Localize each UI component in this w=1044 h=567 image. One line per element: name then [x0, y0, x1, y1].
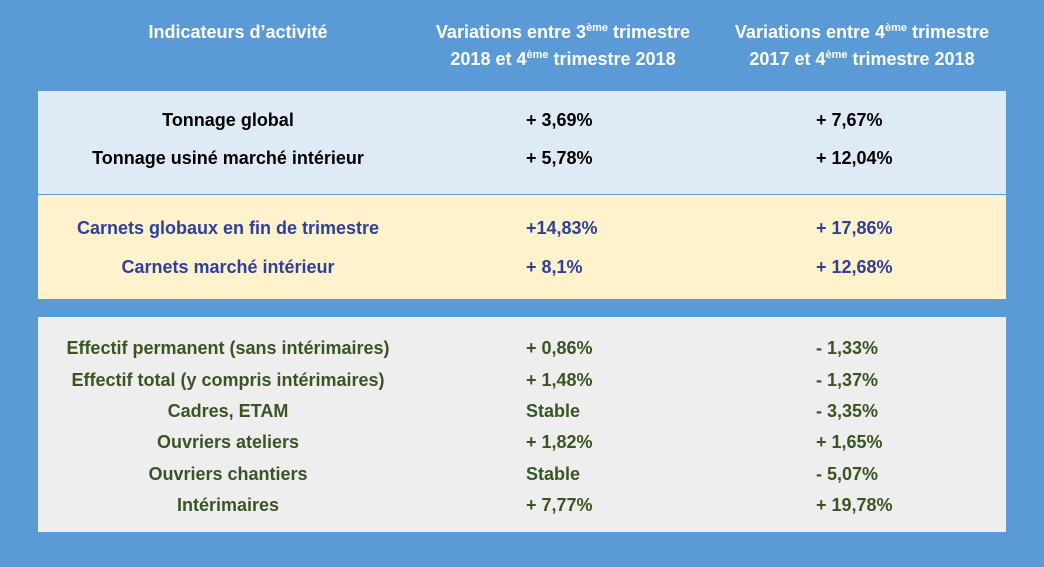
row-value-q3-q4: + 7,77% — [526, 495, 593, 515]
header-col2-line2-a: 2017 et 4 — [749, 49, 826, 69]
header-col1-line2: 2018 et 4ème trimestre 2018 — [402, 46, 724, 73]
row-value-year: + 17,86% — [816, 218, 893, 238]
row-value-q3-q4: + 3,69% — [526, 110, 593, 130]
row-value-year: + 7,67% — [816, 110, 883, 130]
row-value-year: + 12,04% — [816, 148, 893, 168]
row-label: Intérimaires — [176, 495, 280, 515]
table-row: Tonnage global + 3,69% + 7,67% — [38, 101, 1006, 139]
table-row: Effectif total (y compris intérimaires) … — [38, 364, 1006, 396]
tonnage-section: Tonnage global + 3,69% + 7,67% Tonnage u… — [38, 91, 1006, 194]
header-col1-line1: Variations entre 3ème trimestre — [402, 19, 724, 46]
row-value-q3-q4: + 5,78% — [526, 148, 593, 168]
row-value-q3-q4: + 1,48% — [526, 370, 593, 390]
row-label: Tonnage usiné marché intérieur — [92, 148, 364, 168]
row-value-q3-q4: + 1,82% — [526, 432, 593, 452]
row-label: Effectif permanent (sans intérimaires) — [66, 338, 390, 358]
header-col1-text-a: Variations entre 3 — [435, 22, 586, 42]
header-col1-text-b: trimestre — [608, 22, 691, 42]
row-value-year: - 1,33% — [816, 338, 879, 358]
row-value-q3-q4: +14,83% — [526, 218, 598, 238]
row-label: Effectif total (y compris intérimaires) — [71, 370, 385, 390]
row-label: Ouvriers ateliers — [156, 432, 300, 452]
header-variation-q3-q4-2018: Variations entre 3ème trimestre 2018 et … — [402, 19, 724, 73]
row-value-year: - 3,35% — [816, 401, 879, 421]
header-col1-line2-sup: ème — [526, 49, 549, 61]
row-value-q3-q4: + 0,86% — [526, 338, 593, 358]
row-value-q3-q4: Stable — [526, 401, 581, 421]
header-col2-line2: 2017 et 4ème trimestre 2018 — [712, 46, 1012, 73]
header-col2-sup: ème — [885, 22, 908, 34]
header-variation-q4-2017-q4-2018: Variations entre 4ème trimestre 2017 et … — [712, 19, 1012, 73]
row-value-year: + 19,78% — [816, 495, 893, 515]
table-row: Cadres, ETAM Stable - 3,35% — [38, 395, 1006, 427]
carnets-section: Carnets globaux en fin de trimestre +14,… — [38, 195, 1006, 299]
header-col2-line1: Variations entre 4ème trimestre — [712, 19, 1012, 46]
row-value-q3-q4: Stable — [526, 464, 581, 484]
table-row: Tonnage usiné marché intérieur + 5,78% +… — [38, 139, 1006, 177]
header-col1-sup: ème — [586, 22, 609, 34]
header-col2-line2-b: trimestre 2018 — [847, 49, 975, 69]
header-col2-text-b: trimestre — [907, 22, 990, 42]
header-col1-line2-b: trimestre 2018 — [548, 49, 676, 69]
row-label: Ouvriers chantiers — [148, 464, 308, 484]
row-value-q3-q4: + 8,1% — [526, 257, 583, 277]
table-row: Ouvriers ateliers + 1,82% + 1,65% — [38, 426, 1006, 458]
table-header: Indicateurs d’activité Variations entre … — [0, 0, 1044, 90]
header-indicators: Indicateurs d’activité — [90, 19, 386, 46]
table-row: Effectif permanent (sans intérimaires) +… — [38, 332, 1006, 364]
row-value-year: - 5,07% — [816, 464, 879, 484]
row-label: Carnets marché intérieur — [121, 257, 335, 277]
row-value-year: + 1,65% — [816, 432, 883, 452]
row-label: Carnets globaux en fin de trimestre — [76, 218, 380, 238]
effectifs-section: Effectif permanent (sans intérimaires) +… — [38, 317, 1006, 532]
table-row: Intérimaires + 7,77% + 19,78% — [38, 489, 1006, 521]
header-indicators-label: Indicateurs d’activité — [148, 22, 328, 42]
row-label: Cadres, ETAM — [167, 401, 289, 421]
row-value-year: - 1,37% — [816, 370, 879, 390]
row-label: Tonnage global — [162, 110, 294, 130]
header-col2-line2-sup: ème — [825, 49, 848, 61]
table-row: Carnets globaux en fin de trimestre +14,… — [38, 209, 1006, 247]
header-col1-line2-a: 2018 et 4 — [450, 49, 527, 69]
row-value-year: + 12,68% — [816, 257, 893, 277]
table-row: Carnets marché intérieur + 8,1% + 12,68% — [38, 248, 1006, 286]
table-row: Ouvriers chantiers Stable - 5,07% — [38, 458, 1006, 490]
header-col2-text-a: Variations entre 4 — [734, 22, 885, 42]
